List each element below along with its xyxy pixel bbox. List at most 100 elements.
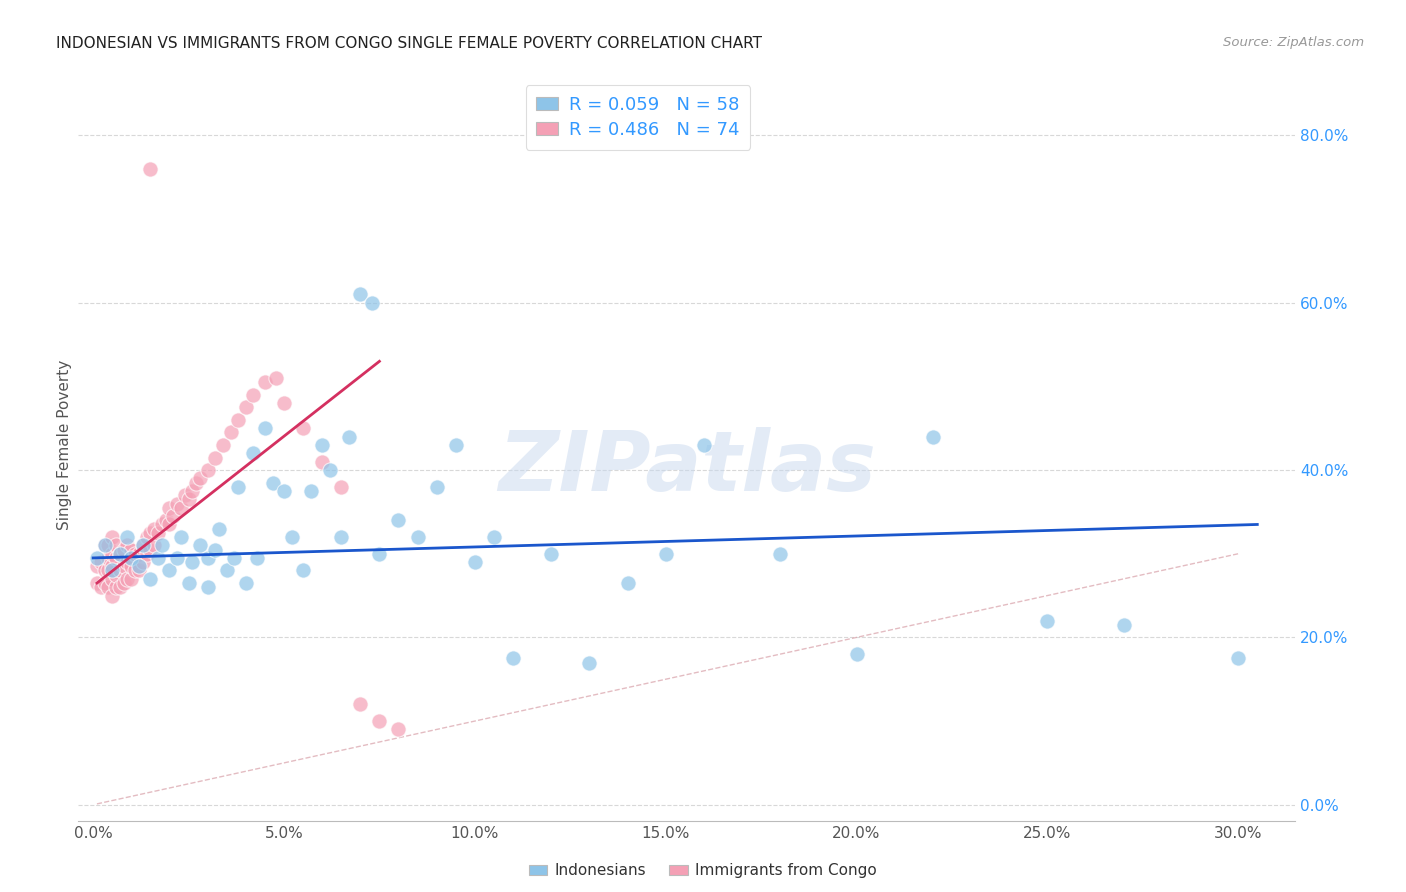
Point	[406, 530, 429, 544]
Point	[464, 555, 486, 569]
Point	[132, 538, 155, 552]
Point	[266, 371, 288, 385]
Point	[146, 525, 169, 540]
Point	[93, 538, 115, 552]
Point	[212, 438, 235, 452]
Y-axis label: Single Female Poverty: Single Female Poverty	[58, 359, 72, 530]
Point	[86, 559, 108, 574]
Point	[120, 572, 142, 586]
Point	[150, 517, 173, 532]
Point	[208, 522, 231, 536]
Point	[108, 580, 131, 594]
Point	[360, 295, 382, 310]
Point	[204, 542, 226, 557]
Point	[101, 572, 124, 586]
Point	[292, 421, 315, 435]
Point	[112, 559, 135, 574]
Point	[132, 555, 155, 569]
Point	[769, 547, 792, 561]
Point	[177, 492, 200, 507]
Point	[155, 513, 177, 527]
Point	[482, 530, 505, 544]
Point	[105, 538, 128, 552]
Point	[120, 542, 142, 557]
Point	[101, 547, 124, 561]
Point	[311, 438, 333, 452]
Point	[181, 483, 204, 498]
Point	[197, 463, 219, 477]
Legend: R = 0.059   N = 58, R = 0.486   N = 74: R = 0.059 N = 58, R = 0.486 N = 74	[526, 85, 751, 150]
Point	[146, 550, 169, 565]
Point	[101, 589, 124, 603]
Point	[105, 567, 128, 582]
Point	[128, 547, 150, 561]
Point	[311, 455, 333, 469]
Point	[387, 513, 409, 527]
Point	[93, 538, 115, 552]
Point	[319, 463, 342, 477]
Point	[215, 564, 238, 578]
Point	[117, 572, 139, 586]
Point	[219, 425, 242, 440]
Text: Source: ZipAtlas.com: Source: ZipAtlas.com	[1223, 36, 1364, 49]
Point	[117, 538, 139, 552]
Point	[387, 723, 409, 737]
Point	[101, 559, 124, 574]
Point	[188, 471, 211, 485]
Point	[1036, 614, 1059, 628]
Point	[224, 550, 246, 565]
Point	[90, 580, 112, 594]
Point	[235, 401, 257, 415]
Text: ZIPatlas: ZIPatlas	[498, 427, 876, 508]
Point	[124, 547, 146, 561]
Point	[186, 475, 208, 490]
Point	[273, 396, 295, 410]
Point	[262, 475, 284, 490]
Point	[108, 547, 131, 561]
Point	[143, 522, 166, 536]
Point	[159, 517, 181, 532]
Point	[97, 550, 120, 565]
Point	[101, 564, 124, 578]
Legend: Indonesians, Immigrants from Congo: Indonesians, Immigrants from Congo	[523, 857, 883, 884]
Point	[253, 421, 276, 435]
Point	[616, 576, 638, 591]
Point	[235, 576, 257, 591]
Point	[101, 530, 124, 544]
Point	[139, 542, 162, 557]
Point	[502, 651, 524, 665]
Point	[1112, 618, 1135, 632]
Point	[139, 525, 162, 540]
Point	[242, 388, 264, 402]
Point	[117, 530, 139, 544]
Point	[162, 509, 184, 524]
Point	[159, 564, 181, 578]
Point	[108, 547, 131, 561]
Point	[93, 564, 115, 578]
Point	[181, 555, 204, 569]
Point	[177, 576, 200, 591]
Point	[693, 438, 716, 452]
Point	[368, 547, 391, 561]
Point	[845, 647, 868, 661]
Point	[97, 580, 120, 594]
Point	[368, 714, 391, 728]
Point	[139, 572, 162, 586]
Point	[1227, 651, 1250, 665]
Point	[578, 656, 600, 670]
Point	[120, 559, 142, 574]
Point	[132, 538, 155, 552]
Point	[93, 576, 115, 591]
Point	[330, 480, 353, 494]
Point	[426, 480, 449, 494]
Point	[86, 550, 108, 565]
Point	[97, 564, 120, 578]
Point	[170, 500, 193, 515]
Point	[337, 429, 360, 443]
Text: INDONESIAN VS IMMIGRANTS FROM CONGO SINGLE FEMALE POVERTY CORRELATION CHART: INDONESIAN VS IMMIGRANTS FROM CONGO SING…	[56, 36, 762, 51]
Point	[86, 576, 108, 591]
Point	[166, 497, 188, 511]
Point	[159, 500, 181, 515]
Point	[150, 538, 173, 552]
Point	[204, 450, 226, 465]
